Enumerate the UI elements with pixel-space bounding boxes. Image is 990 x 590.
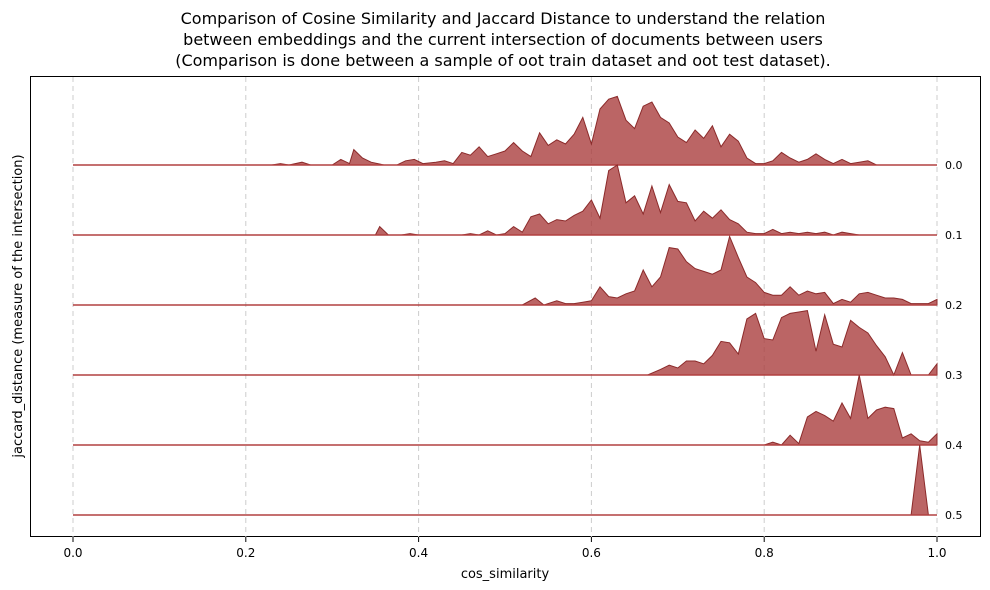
ridge-area bbox=[73, 164, 937, 236]
x-tick-label: 0.0 bbox=[63, 546, 82, 560]
x-axis-label: cos_similarity bbox=[461, 567, 550, 582]
ridge-series-0.4: 0.4 bbox=[73, 374, 963, 452]
x-tick-label: 0.4 bbox=[409, 546, 428, 560]
ridges: 0.0 0.1 0.2 0.3 0.4 0.5 bbox=[73, 95, 963, 522]
chart-title-line-2: between embeddings and the current inter… bbox=[183, 30, 823, 49]
x-tick-label: 1.0 bbox=[927, 546, 946, 560]
ridge-area bbox=[73, 234, 938, 306]
ridge-area bbox=[73, 444, 937, 516]
ridge-label: 0.4 bbox=[945, 439, 963, 452]
ridge-series-0.5: 0.5 bbox=[73, 444, 963, 522]
ridge-area bbox=[73, 374, 938, 446]
ridge-area bbox=[73, 95, 937, 166]
chart-title-line-3: (Comparison is done between a sample of … bbox=[175, 51, 831, 70]
ridge-label: 0.0 bbox=[945, 159, 963, 172]
ridge-series-0.0: 0.0 bbox=[73, 95, 963, 172]
x-tick-label: 0.6 bbox=[582, 546, 601, 560]
ridge-label: 0.3 bbox=[945, 369, 963, 382]
x-axis-ticks: 0.0 0.2 0.4 0.6 0.8 1.0 bbox=[63, 537, 947, 560]
chart-title-line-1: Comparison of Cosine Similarity and Jacc… bbox=[181, 9, 826, 28]
ridge-series-0.2: 0.2 bbox=[73, 234, 963, 312]
ridge-label: 0.2 bbox=[945, 299, 963, 312]
plot-area-frame bbox=[30, 76, 981, 537]
grid-lines bbox=[72, 77, 938, 537]
ridge-label: 0.1 bbox=[945, 229, 963, 242]
x-tick-label: 0.2 bbox=[236, 546, 255, 560]
ridge-series-0.1: 0.1 bbox=[73, 164, 963, 242]
x-tick-label: 0.8 bbox=[755, 546, 774, 560]
y-axis-label: jaccard_distance (measure of the interse… bbox=[11, 154, 26, 458]
ridge-area bbox=[73, 310, 938, 377]
ridge-label: 0.5 bbox=[945, 509, 963, 522]
ridge-series-0.3: 0.3 bbox=[73, 310, 963, 382]
